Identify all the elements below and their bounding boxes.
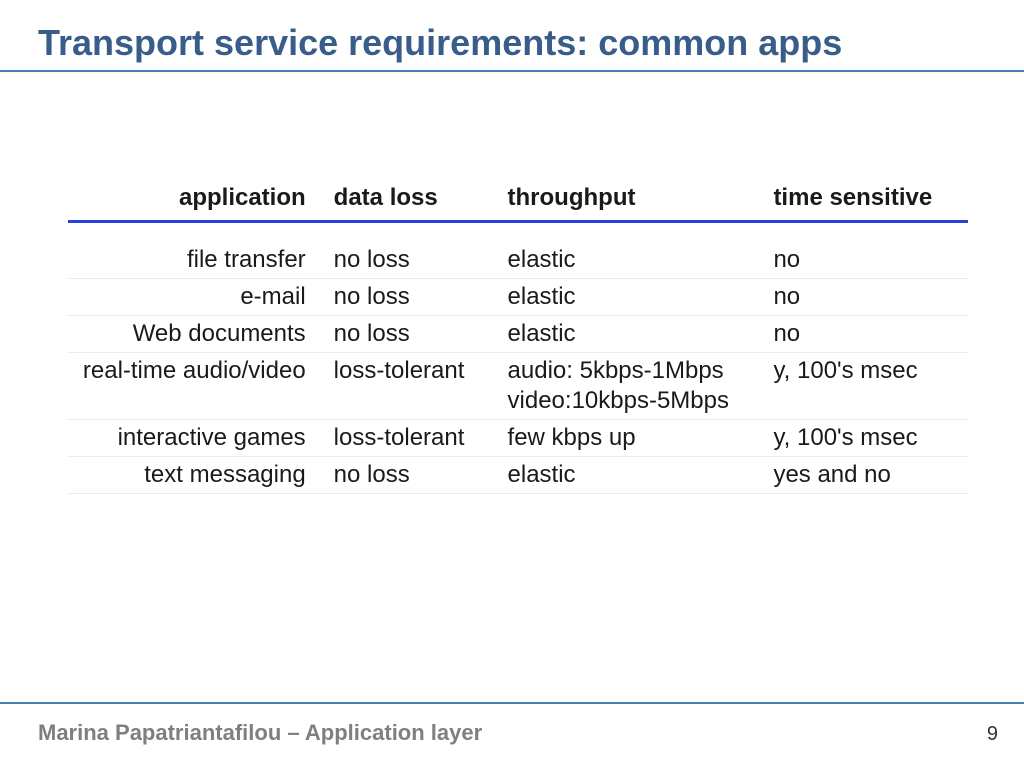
table-row: Web documents no loss elastic no [68, 316, 968, 353]
table-row: text messaging no loss elastic yes and n… [68, 457, 968, 494]
title-underline [0, 70, 1024, 72]
cell-throughput: audio: 5kbps-1Mbpsvideo:10kbps-5Mbps [498, 353, 764, 420]
table-row: e-mail no loss elastic no [68, 279, 968, 316]
col-header-throughput: throughput [498, 180, 764, 222]
cell-data-loss: no loss [324, 279, 498, 316]
cell-time-sensitive: yes and no [763, 457, 968, 494]
table-row: real-time audio/video loss-tolerant audi… [68, 353, 968, 420]
cell-time-sensitive: no [763, 222, 968, 279]
cell-throughput: elastic [498, 457, 764, 494]
cell-time-sensitive: no [763, 279, 968, 316]
cell-data-loss: loss-tolerant [324, 420, 498, 457]
slide-title: Transport service requirements: common a… [38, 22, 1024, 64]
cell-time-sensitive: no [763, 316, 968, 353]
footer-rule [0, 702, 1024, 704]
footer-author: Marina Papatriantafilou – Application la… [38, 720, 482, 746]
cell-data-loss: loss-tolerant [324, 353, 498, 420]
cell-data-loss: no loss [324, 457, 498, 494]
col-header-data-loss: data loss [324, 180, 498, 222]
requirements-table: application data loss throughput time se… [68, 180, 968, 494]
table-header-row: application data loss throughput time se… [68, 180, 968, 222]
requirements-table-wrap: application data loss throughput time se… [68, 180, 968, 494]
footer-page-number: 9 [987, 723, 998, 746]
title-area: Transport service requirements: common a… [0, 0, 1024, 64]
cell-application: interactive games [68, 420, 324, 457]
cell-application: text messaging [68, 457, 324, 494]
cell-data-loss: no loss [324, 222, 498, 279]
cell-throughput: elastic [498, 222, 764, 279]
slide: Transport service requirements: common a… [0, 0, 1024, 768]
cell-time-sensitive: y, 100's msec [763, 353, 968, 420]
cell-application: real-time audio/video [68, 353, 324, 420]
cell-data-loss: no loss [324, 316, 498, 353]
cell-throughput: few kbps up [498, 420, 764, 457]
table-row: file transfer no loss elastic no [68, 222, 968, 279]
cell-throughput: elastic [498, 316, 764, 353]
col-header-application: application [68, 180, 324, 222]
cell-application: file transfer [68, 222, 324, 279]
cell-application: e-mail [68, 279, 324, 316]
table-row: interactive games loss-tolerant few kbps… [68, 420, 968, 457]
cell-time-sensitive: y, 100's msec [763, 420, 968, 457]
cell-application: Web documents [68, 316, 324, 353]
col-header-time-sensitive: time sensitive [763, 180, 968, 222]
cell-throughput: elastic [498, 279, 764, 316]
